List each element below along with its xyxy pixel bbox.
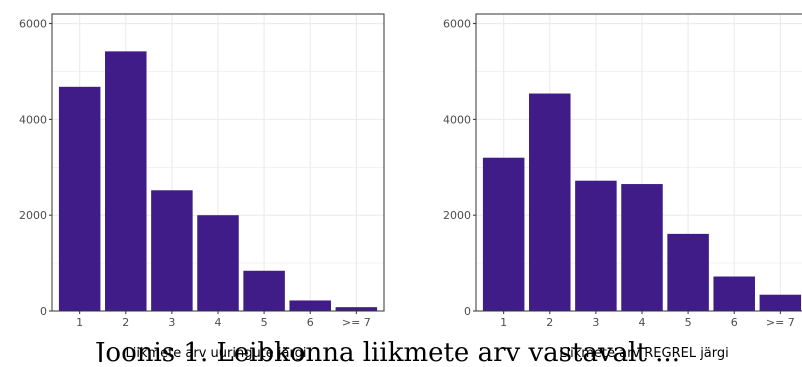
right-chart-y-tick-label: 0 [464,305,471,318]
right-chart-x-tick-label: 2 [546,316,553,329]
left-bar-chart: Liikmete arv uuringute järgi 0 2000 4000 60… [19,13,385,361]
right-chart-y-tick-label: 6000 [443,18,471,31]
right-chart-y-tick-label: 2000 [443,209,471,222]
right-bar-chart: Liikmete arv REGREL järgi 0 2000 4000 6000 1… [443,13,802,361]
left-chart-x-tick-label: 1 [76,316,83,329]
left-chart-y-tick-label: 6000 [19,18,47,31]
left-chart-y-tick-label: 4000 [19,113,47,126]
right-chart-y-tick-label: 4000 [443,113,471,126]
right-chart-bar [759,294,802,311]
right-chart-bar [713,276,755,311]
right-chart-bar [575,180,617,311]
left-chart-bar [335,307,378,311]
left-chart-x-tick-label: 3 [168,316,175,329]
right-chart-x-tick-label: 1 [500,316,507,329]
left-chart-x-tick-label: 5 [261,316,268,329]
left-chart-bar [243,270,285,311]
left-chart-bar [58,86,101,312]
right-chart-bar [621,184,663,311]
left-chart-bar [151,190,193,311]
right-chart-x-tick-label: 3 [592,316,599,329]
right-chart-x-tick-label: 5 [685,316,692,329]
left-chart-x-tick-label: 2 [122,316,129,329]
left-chart-y-tick-label: 2000 [19,209,47,222]
left-chart-x-tick-label: 4 [215,316,222,329]
left-chart-bar [105,51,147,312]
right-chart-x-tick-label: >= 7 [766,316,795,329]
left-chart-bar [289,300,331,311]
left-chart-y-tick-label: 0 [40,305,47,318]
right-chart-bar [482,157,525,311]
right-chart-x-tick-label: 4 [639,316,646,329]
right-chart-bar [667,233,709,311]
right-chart-x-tick-label: 6 [731,316,738,329]
left-chart-x-axis-label: Liikmete arv uuringute järgi [126,346,307,361]
left-chart-bar [197,215,239,311]
right-chart-bar [529,93,571,312]
right-chart-x-axis-label: Liikmete arv REGREL järgi [559,346,729,361]
left-chart-x-tick-label: 6 [307,316,314,329]
left-chart-x-tick-label: >= 7 [342,316,371,329]
